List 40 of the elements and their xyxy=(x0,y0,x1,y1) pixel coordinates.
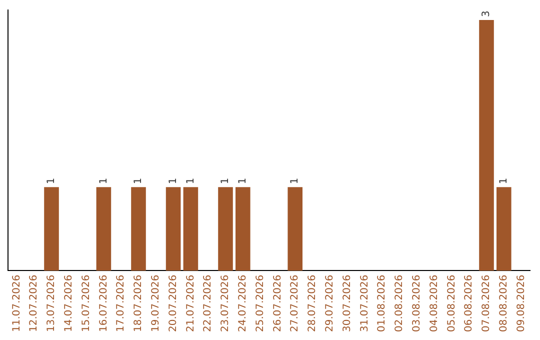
x-tick-label: 23.07.2026 xyxy=(220,274,232,332)
data-label: 1 xyxy=(290,178,301,184)
x-tick-label: 13.07.2026 xyxy=(46,274,58,332)
x-tick-label: 08.08.2026 xyxy=(498,274,510,332)
data-label: 1 xyxy=(498,178,510,184)
data-label: 1 xyxy=(237,178,248,184)
x-tick-label: 28.07.2026 xyxy=(307,274,318,332)
x-tick-label: 11.07.2026 xyxy=(11,274,22,332)
x-tick-label: 26.07.2026 xyxy=(272,274,284,332)
x-tick-label: 01.08.2026 xyxy=(376,274,388,332)
x-tick-label: 15.07.2026 xyxy=(80,274,92,332)
x-tick-label: 02.08.2026 xyxy=(394,274,406,332)
x-tick-label: 30.07.2026 xyxy=(342,274,353,332)
x-tick-label: 24.07.2026 xyxy=(237,274,248,332)
x-tick-label: 21.07.2026 xyxy=(185,274,196,332)
x-tick-label: 31.07.2026 xyxy=(359,274,370,332)
data-label: 1 xyxy=(46,178,58,184)
x-tick-label: 09.08.2026 xyxy=(516,274,527,332)
data-label: 3 xyxy=(481,10,492,18)
x-tick-label: 18.07.2026 xyxy=(133,274,144,332)
x-tick-label: 05.08.2026 xyxy=(446,274,458,332)
data-label: 1 xyxy=(98,178,110,184)
x-tick-label: 19.07.2026 xyxy=(150,274,162,332)
x-tick-label: 16.07.2026 xyxy=(98,274,110,332)
x-tick-label: 20.07.2026 xyxy=(168,274,179,332)
x-tick-label: 14.07.2026 xyxy=(63,274,74,332)
x-tick-label: 17.07.2026 xyxy=(116,274,127,332)
data-label: 1 xyxy=(168,178,179,184)
x-tick-label: 03.08.2026 xyxy=(411,274,422,332)
data-label: 1 xyxy=(133,178,144,184)
x-tick-label: 27.07.2026 xyxy=(290,274,301,332)
x-tick-label: 04.08.2026 xyxy=(428,274,440,332)
x-tick-label: 22.07.2026 xyxy=(202,274,214,332)
x-tick-label: 06.08.2026 xyxy=(464,274,475,332)
x-tick-label: 25.07.2026 xyxy=(254,274,266,332)
x-tick-label: 29.07.2026 xyxy=(324,274,336,332)
data-label: 1 xyxy=(220,178,232,184)
x-tick-label: 07.08.2026 xyxy=(481,274,492,332)
x-tick-label: 12.07.2026 xyxy=(28,274,40,332)
data-label: 1 xyxy=(185,178,196,184)
